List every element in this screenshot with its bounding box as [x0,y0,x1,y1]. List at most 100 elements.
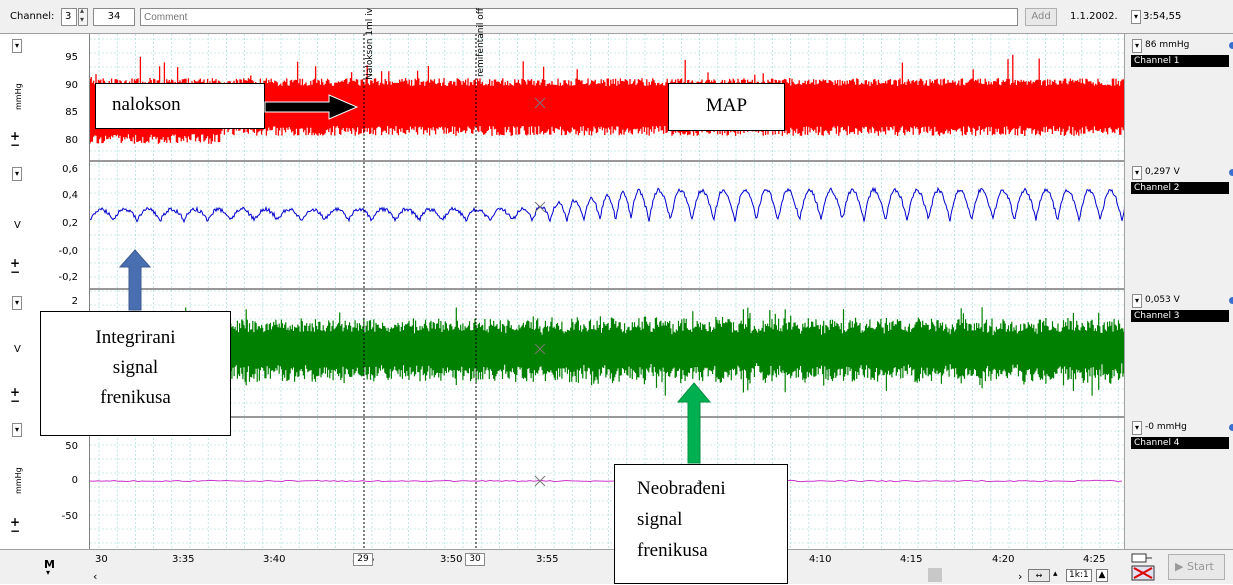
comment-markers [363,34,477,549]
cursor-mark [534,97,546,109]
marker-label-container: remifentanil off [466,8,486,168]
channel-spinner[interactable] [78,6,88,26]
time-tick-label: 3:50 [440,554,463,565]
cursor-mark [534,343,546,355]
time-tick-label: 4:20 [992,554,1015,565]
arrow-up-green [676,382,712,464]
channel4-value: -0 mmHg [1145,422,1187,432]
channel1-tick: 95 [65,52,78,63]
channel2-tick: -0,2 [58,272,78,283]
add-button[interactable]: Add [1025,8,1057,26]
channel2-zoom-in-icon[interactable]: + [10,256,21,270]
annotation-map: MAP [668,83,785,131]
time-display: 3:54,55 [1143,11,1182,22]
channel3-name[interactable]: Channel 3 [1131,310,1229,322]
channel3-unit: V [14,344,21,355]
channel4-tick: 0 [71,475,78,486]
record-settings-icon[interactable] [1128,552,1158,582]
channel2-value: 0,297 V [1145,167,1180,177]
axis-column: ▾ mmHg 95 90 85 80 + − ▾ V 0,6 0,4 0,2 -… [0,34,89,549]
channel2-value-dropdown-icon[interactable]: ▾ [1132,166,1142,180]
plot-area[interactable]: Nalokson 1ml iv remifentanil off [89,8,1125,549]
channel-label: Channel: [10,11,55,22]
channel1-zoom-out-icon[interactable]: − [10,138,21,152]
channel2-info-icon[interactable] [1229,169,1233,176]
time-tick-label: 4:25 [1083,554,1106,565]
scroll-thumb[interactable] [928,568,942,582]
channel2-trace [90,186,1125,224]
channel2-zoom-out-icon[interactable]: − [10,265,21,279]
marker-label-nalokson: Nalokson 1ml iv [365,8,375,80]
time-tick-label: 3:55 [536,554,559,565]
channel1-tick: 80 [65,135,78,146]
channel-selector[interactable]: 3 [61,8,77,26]
arrow-right-black [264,94,359,120]
channel1-unit: mmHg [14,83,23,110]
annotation-integrirani-line: Integrirani [95,327,176,348]
annotation-neobradjeni-line: Neobrađeni [637,478,726,499]
channel4-info-icon[interactable] [1229,424,1233,431]
channel3-value: 0,053 V [1145,295,1180,305]
annotation-neobradjeni-line: signal [637,509,683,530]
scroll-right-icon[interactable]: › [1018,570,1023,583]
cursor-mark [534,201,546,213]
channel1-zoom-in-icon[interactable]: + [10,129,21,143]
annotation-neobradjeni: Neobrađeni signal frenikusa [614,464,788,584]
channel3-menu-icon[interactable]: ▾ [12,296,22,310]
marker-menu-icon[interactable]: M [44,558,55,571]
record-number[interactable]: 34 [93,8,135,26]
channel2-name[interactable]: Channel 2 [1131,182,1229,194]
channel4-value-dropdown-icon[interactable]: ▾ [1132,421,1142,435]
channel2-unit: V [14,220,21,231]
toolbar: Channel: 3 34 Add 1.1.2002. ▾ 3:54,55 [0,0,1233,34]
annotation-map-text: MAP [705,95,748,116]
channel4-zoom-out-icon[interactable]: − [10,524,21,538]
annotation-integrirani-line: frenikusa [100,387,171,408]
zoom-up-icon[interactable]: ▲ [1096,569,1108,582]
scroll-left-icon[interactable]: ‹ [93,570,98,583]
time-tick-label: 4:15 [900,554,923,565]
date-display: 1.1.2002. [1070,11,1118,22]
time-tick-label: 3:40 [263,554,286,565]
channel4-unit: mmHg [14,467,23,494]
channel4-tick: -50 [61,511,78,522]
channel4-zoom-in-icon[interactable]: + [10,515,21,529]
comment-input[interactable] [140,8,1018,26]
channel4-trace [90,479,1123,483]
cursor-mark [534,475,546,487]
comment-number-box[interactable]: 29 [353,553,373,566]
channel2-tick: 0,2 [62,218,78,229]
channel-panel: ▾ 86 mmHg Channel 1 ▾ 0,297 V Channel 2 … [1124,34,1233,549]
time-dropdown-icon[interactable]: ▾ [1131,10,1141,24]
channel1-tick: 85 [65,107,78,118]
time-tick-label: 30 [95,554,108,565]
channel4-tick: 50 [65,441,78,452]
annotation-integrirani: Integrirani signal frenikusa [40,311,231,436]
marker-menu-arrow-icon: ▾ [46,568,51,577]
zoom-x-icon[interactable]: ▴ [1053,569,1058,579]
channel4-menu-icon[interactable]: ▾ [12,423,22,437]
channel2-menu-icon[interactable]: ▾ [12,167,22,181]
arrow-up-blue [118,249,152,311]
channel3-value-dropdown-icon[interactable]: ▾ [1132,294,1142,308]
start-button[interactable]: ▶ Start [1168,554,1225,580]
fit-view-icon[interactable]: ↔ [1028,569,1050,582]
channel3-zoom-out-icon[interactable]: − [10,394,21,408]
channel1-name[interactable]: Channel 1 [1131,55,1229,67]
channel1-menu-icon[interactable]: ▾ [12,39,22,53]
channel3-zoom-in-icon[interactable]: + [10,385,21,399]
channel3-trace [90,307,1125,396]
marker-label-remifentanil: remifentanil off [476,8,486,78]
channel-separators [90,160,1125,418]
comment-number-box[interactable]: 30 [465,553,485,566]
channel3-info-icon[interactable] [1229,297,1233,304]
annotation-neobradjeni-line: frenikusa [637,540,708,561]
channel1-value-dropdown-icon[interactable]: ▾ [1132,39,1142,53]
start-button-label: Start [1186,560,1214,573]
cursor-markers [534,97,546,487]
channel1-tick: 90 [65,80,78,91]
annotation-nalokson: nalokson [95,83,265,129]
zoom-ratio[interactable]: 1k:1 [1066,569,1092,582]
channel1-info-icon[interactable] [1229,42,1233,49]
channel4-name[interactable]: Channel 4 [1131,437,1229,449]
